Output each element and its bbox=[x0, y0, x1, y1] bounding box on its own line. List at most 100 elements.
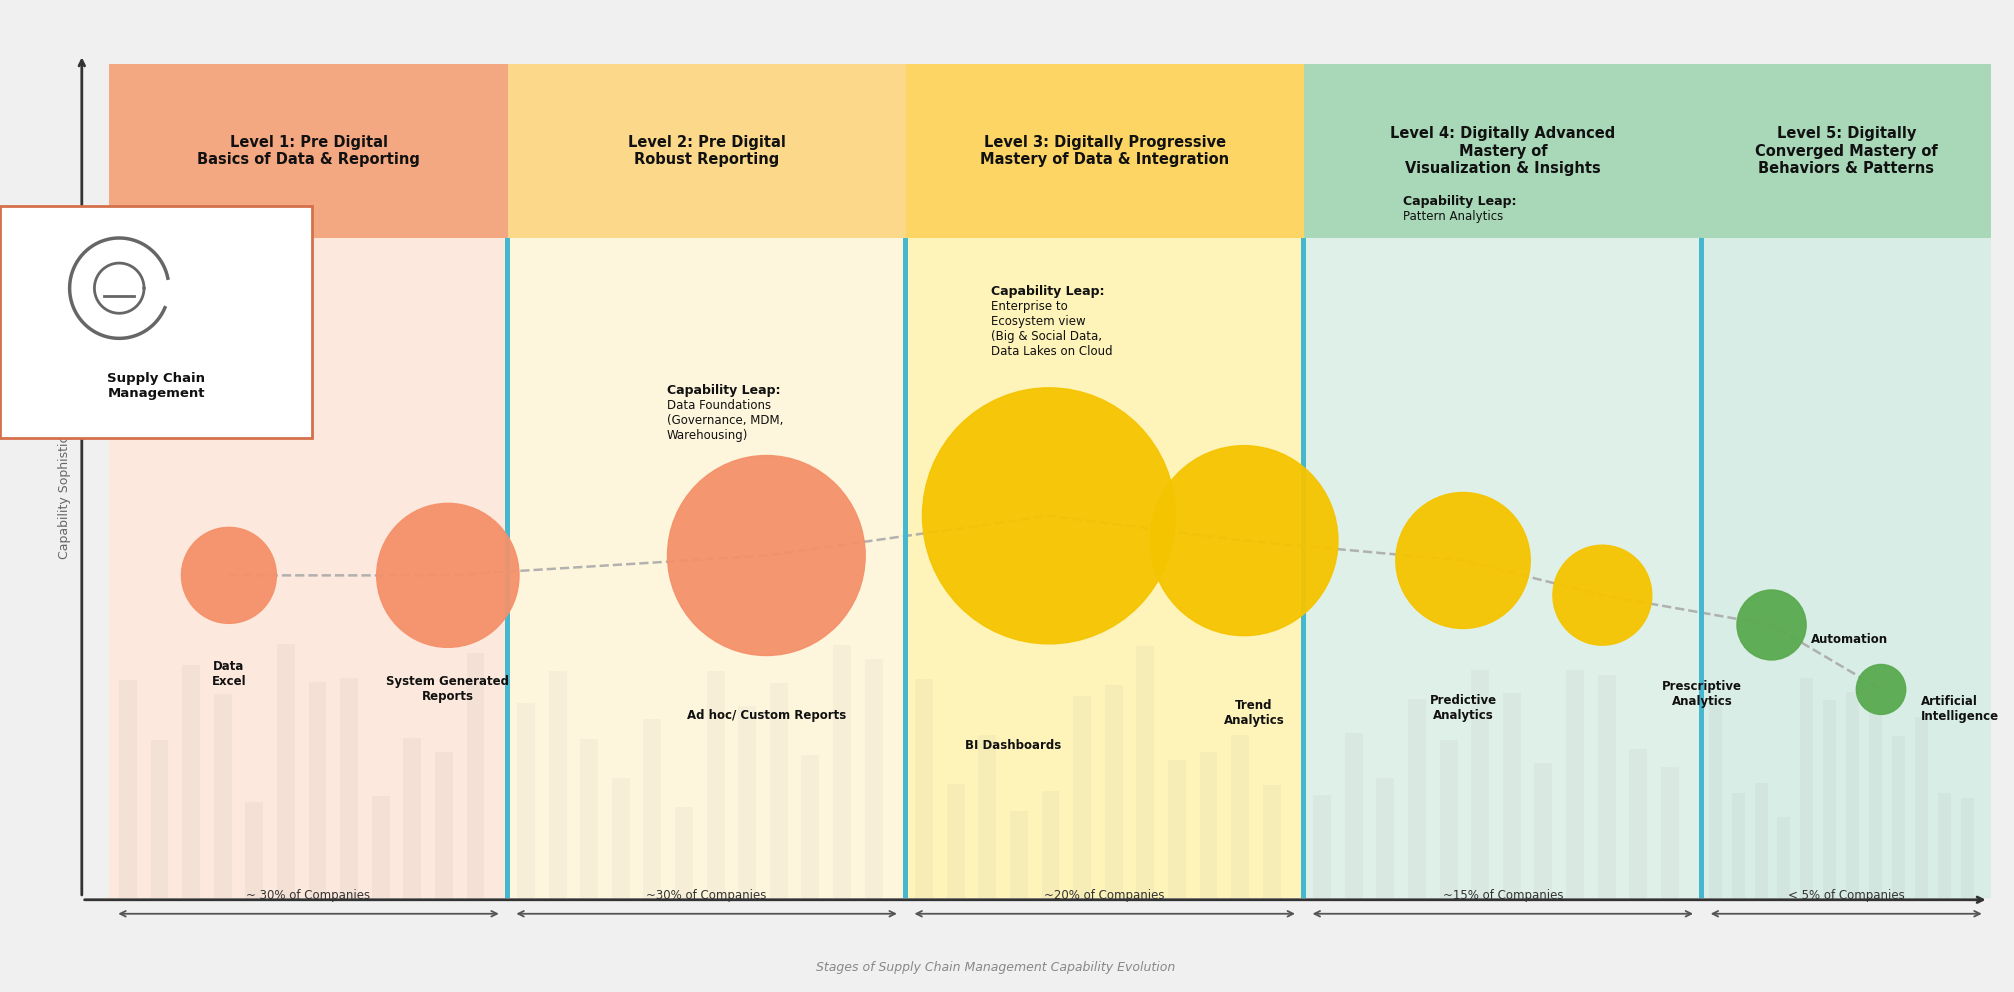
Bar bbox=[548, 672, 566, 898]
Bar bbox=[308, 682, 326, 898]
FancyBboxPatch shape bbox=[0, 206, 312, 438]
Bar bbox=[1200, 752, 1216, 898]
Circle shape bbox=[181, 528, 276, 623]
Bar bbox=[246, 802, 264, 898]
Bar bbox=[739, 705, 755, 898]
Text: Supply Chain
Management: Supply Chain Management bbox=[107, 372, 205, 401]
Text: System Generated
Reports: System Generated Reports bbox=[387, 675, 510, 702]
Bar bbox=[1231, 734, 1249, 898]
Text: < 5% of Companies: < 5% of Companies bbox=[1788, 889, 1905, 902]
Bar bbox=[906, 64, 1303, 238]
Bar bbox=[1502, 693, 1521, 898]
Text: ~ 30% of Companies: ~ 30% of Companies bbox=[246, 889, 371, 902]
Text: Capability Sophistication: Capability Sophistication bbox=[58, 404, 70, 558]
Bar bbox=[1567, 670, 1583, 898]
Text: Pattern Analytics: Pattern Analytics bbox=[1404, 210, 1504, 223]
Circle shape bbox=[1553, 546, 1651, 645]
Bar bbox=[508, 64, 906, 238]
Bar bbox=[1263, 785, 1281, 898]
Bar bbox=[1303, 238, 1702, 898]
Bar bbox=[1662, 767, 1680, 898]
Bar bbox=[508, 238, 906, 898]
Bar bbox=[834, 645, 852, 898]
Bar bbox=[580, 739, 598, 898]
Bar bbox=[403, 738, 421, 898]
Text: Data
Excel: Data Excel bbox=[211, 660, 246, 687]
Bar bbox=[1136, 646, 1154, 898]
Circle shape bbox=[1736, 590, 1807, 660]
Bar bbox=[1041, 791, 1059, 898]
Bar bbox=[213, 693, 232, 898]
Text: Level 4: Digitally Advanced
Mastery of
Visualization & Insights: Level 4: Digitally Advanced Mastery of V… bbox=[1390, 126, 1615, 177]
Text: Stages of Supply Chain Management Capability Evolution: Stages of Supply Chain Management Capabi… bbox=[816, 960, 1174, 974]
Bar bbox=[435, 752, 453, 898]
Circle shape bbox=[1150, 445, 1337, 636]
Bar bbox=[906, 238, 1303, 898]
Bar bbox=[1847, 692, 1859, 898]
Bar bbox=[1754, 783, 1768, 898]
Bar bbox=[947, 784, 965, 898]
Bar bbox=[1345, 733, 1363, 898]
Bar bbox=[1535, 763, 1553, 898]
Bar bbox=[675, 807, 693, 898]
Bar bbox=[506, 238, 510, 898]
Circle shape bbox=[1857, 665, 1905, 714]
Text: Capability Leap:: Capability Leap: bbox=[1404, 195, 1517, 208]
Bar bbox=[518, 703, 536, 898]
Bar bbox=[1915, 717, 1927, 898]
Text: Level 1: Pre Digital
Basics of Data & Reporting: Level 1: Pre Digital Basics of Data & Re… bbox=[197, 135, 421, 168]
Circle shape bbox=[667, 455, 866, 656]
Bar bbox=[1073, 696, 1092, 898]
Bar bbox=[119, 681, 137, 898]
Bar bbox=[1440, 740, 1458, 898]
Bar bbox=[707, 671, 725, 898]
Bar bbox=[109, 238, 508, 898]
Bar bbox=[1313, 796, 1331, 898]
Bar bbox=[109, 64, 508, 238]
Text: ~15% of Companies: ~15% of Companies bbox=[1442, 889, 1563, 902]
Bar bbox=[914, 680, 932, 898]
Bar bbox=[769, 683, 787, 898]
Bar bbox=[181, 665, 199, 898]
Text: Trend
Analytics: Trend Analytics bbox=[1225, 699, 1285, 727]
Bar bbox=[979, 735, 997, 898]
Text: ~30% of Companies: ~30% of Companies bbox=[646, 889, 767, 902]
Bar bbox=[1700, 238, 1704, 898]
Bar bbox=[1168, 760, 1186, 898]
Circle shape bbox=[922, 388, 1176, 644]
Bar bbox=[1778, 817, 1790, 898]
Bar bbox=[1702, 64, 1990, 238]
Bar bbox=[1376, 778, 1394, 898]
Text: BI Dashboards: BI Dashboards bbox=[965, 739, 1061, 752]
Text: Artificial
Intelligence: Artificial Intelligence bbox=[1921, 695, 2000, 723]
Bar bbox=[864, 659, 882, 898]
Text: Ad hoc/ Custom Reports: Ad hoc/ Custom Reports bbox=[687, 709, 846, 722]
Text: Level 5: Digitally
Converged Mastery of
Behaviors & Patterns: Level 5: Digitally Converged Mastery of … bbox=[1754, 126, 1937, 177]
Bar bbox=[278, 644, 294, 898]
Text: Capability Leap:: Capability Leap: bbox=[667, 384, 779, 397]
Bar bbox=[1937, 794, 1952, 898]
Text: Automation: Automation bbox=[1811, 633, 1889, 647]
Circle shape bbox=[377, 503, 520, 648]
Bar bbox=[1801, 678, 1813, 898]
Bar bbox=[1106, 685, 1122, 898]
Bar bbox=[1702, 238, 1990, 898]
Text: Level 2: Pre Digital
Robust Reporting: Level 2: Pre Digital Robust Reporting bbox=[628, 135, 785, 168]
Bar bbox=[902, 238, 908, 898]
Text: ~20% of Companies: ~20% of Companies bbox=[1045, 889, 1164, 902]
Bar bbox=[1408, 698, 1426, 898]
Bar bbox=[340, 679, 358, 898]
Bar bbox=[1962, 798, 1974, 898]
Bar bbox=[802, 755, 820, 898]
Bar bbox=[1629, 749, 1647, 898]
Bar bbox=[1303, 64, 1702, 238]
Bar bbox=[1891, 736, 1905, 898]
Bar bbox=[1823, 699, 1837, 898]
Circle shape bbox=[1396, 492, 1531, 629]
Text: Predictive
Analytics: Predictive Analytics bbox=[1430, 694, 1496, 722]
Bar bbox=[151, 740, 169, 898]
Bar bbox=[1009, 810, 1027, 898]
Text: Level 3: Digitally Progressive
Mastery of Data & Integration: Level 3: Digitally Progressive Mastery o… bbox=[981, 135, 1229, 168]
Bar bbox=[612, 778, 630, 898]
Bar bbox=[1732, 794, 1744, 898]
